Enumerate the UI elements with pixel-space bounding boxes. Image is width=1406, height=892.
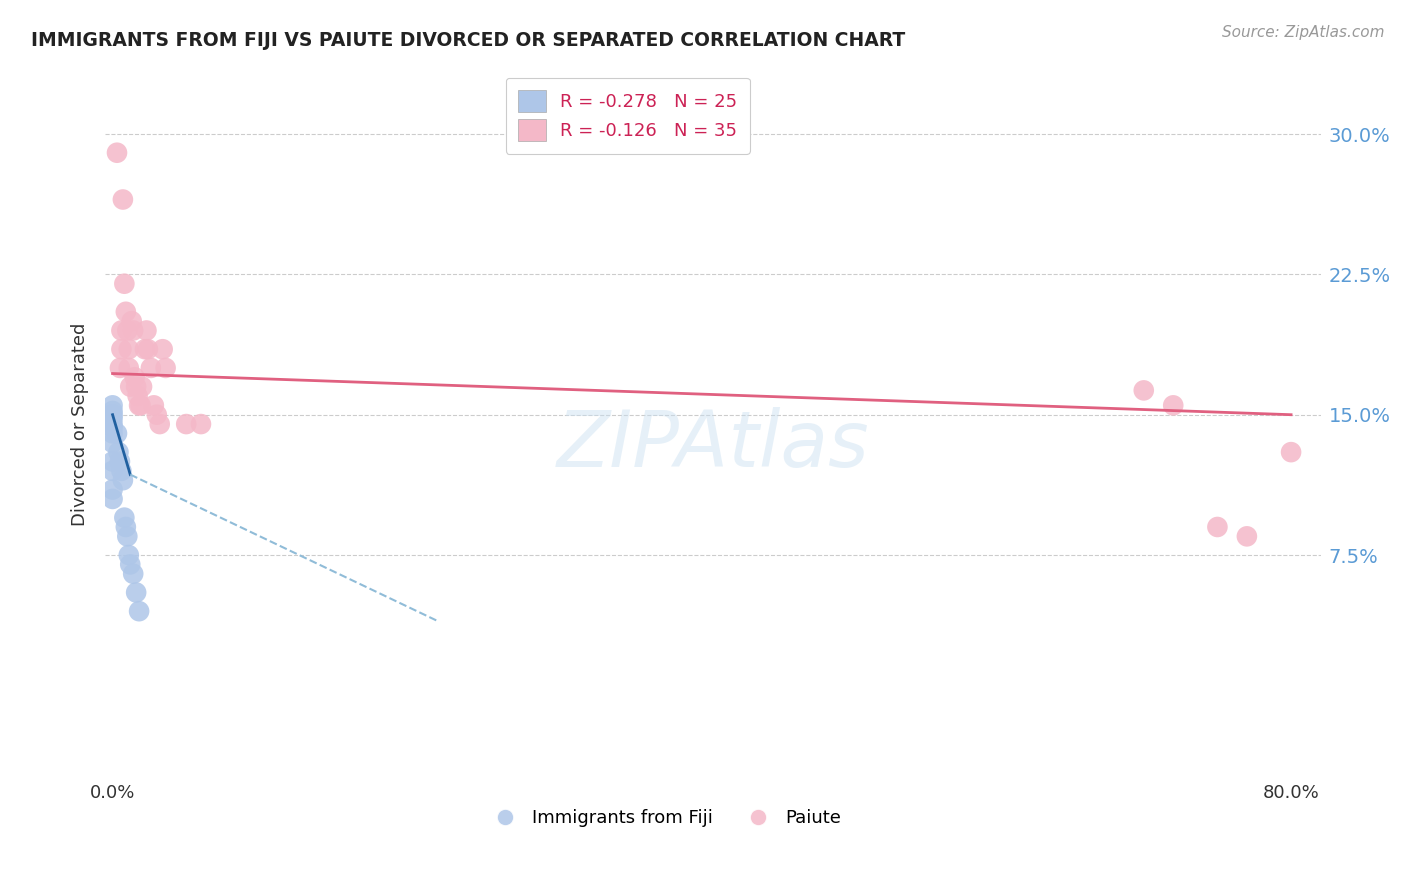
Point [129,398,152,412]
Point [131,379,153,393]
Text: Source: ZipAtlas.com: Source: ZipAtlas.com [1222,25,1385,40]
Point [117,529,139,543]
Point [1206,520,1229,534]
Point [110,342,132,356]
Point [1279,445,1302,459]
Point [127,389,149,403]
Point [101,421,124,435]
Point [118,548,141,562]
Point [101,417,124,431]
Point [146,408,169,422]
Point [108,454,131,468]
Point [101,411,124,425]
Point [120,379,142,393]
Point [101,435,124,450]
Point [101,404,124,418]
Point [122,566,145,581]
Point [101,408,124,422]
Point [101,491,124,506]
Point [124,370,146,384]
Point [101,426,124,441]
Point [1236,529,1258,543]
Point [121,314,143,328]
Point [114,305,136,319]
Point [125,585,148,599]
Point [128,398,150,412]
Point [174,417,197,431]
Point [1161,398,1184,412]
Point [136,342,159,356]
Point [114,520,136,534]
Point [149,417,172,431]
Point [118,360,141,375]
Point [101,464,124,478]
Point [117,324,139,338]
Point [101,483,124,497]
Point [120,558,142,572]
Point [1132,384,1154,398]
Point [110,324,132,338]
Point [111,193,134,207]
Point [155,360,177,375]
Point [139,360,162,375]
Point [101,454,124,468]
Point [110,464,132,478]
Point [152,342,174,356]
Point [105,426,128,441]
Point [122,324,145,338]
Point [125,379,148,393]
Y-axis label: Divorced or Separated: Divorced or Separated [72,322,89,525]
Point [134,342,156,356]
Legend: Immigrants from Fiji, Paiute: Immigrants from Fiji, Paiute [479,802,849,835]
Point [105,145,128,160]
Point [112,510,135,524]
Point [101,398,124,412]
Point [128,604,150,618]
Point [118,342,141,356]
Text: IMMIGRANTS FROM FIJI VS PAIUTE DIVORCED OR SEPARATED CORRELATION CHART: IMMIGRANTS FROM FIJI VS PAIUTE DIVORCED … [31,31,905,50]
Point [190,417,212,431]
Point [135,324,157,338]
Point [142,398,165,412]
Point [108,360,131,375]
Point [112,277,135,291]
Point [107,445,129,459]
Text: ZIPAtlas: ZIPAtlas [557,408,869,483]
Point [111,473,134,487]
